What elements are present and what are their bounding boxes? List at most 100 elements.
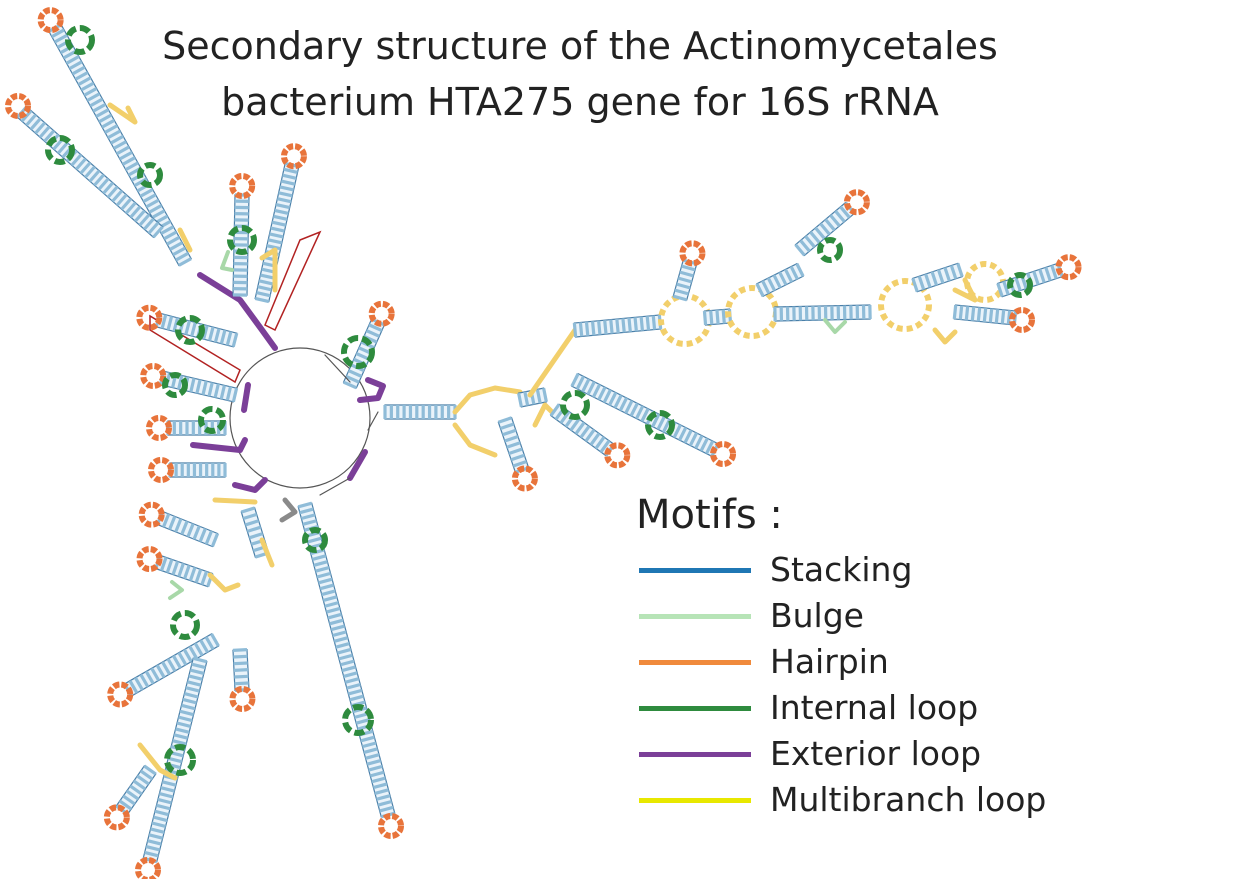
right-chain-stem-6-pair bbox=[982, 307, 988, 323]
arm-lower-left-5-stem-pair bbox=[183, 692, 199, 699]
arm-lower-left-5-stem-pair bbox=[178, 715, 193, 723]
arm-right-down-1-stem-pair bbox=[510, 453, 525, 462]
internal-loop bbox=[45, 135, 75, 165]
multibranch-loop bbox=[725, 285, 779, 339]
arm-right-down-3-stem-pair bbox=[591, 383, 602, 398]
arm-top-mid-hairpin bbox=[368, 300, 395, 327]
legend-label-bulge: Bulge bbox=[770, 596, 864, 635]
arm-bottom-long-stem-pair bbox=[344, 677, 360, 684]
arm-left-2-stem-pair bbox=[231, 387, 239, 403]
arm-lower-left-5-stem-pair bbox=[147, 839, 162, 846]
arm-upper-left-2-stem-pair bbox=[115, 193, 128, 207]
legend-swatch-hairpin bbox=[639, 660, 751, 665]
exterior-loop-segment bbox=[241, 382, 251, 413]
arm-upper-left-1-stem-pair bbox=[169, 241, 184, 251]
arm-upper-left-1-stem-pair bbox=[163, 230, 178, 241]
arm-upper-left-1-stem-pair bbox=[178, 257, 192, 267]
arm-lower-left-2-hairpin bbox=[136, 546, 163, 573]
arm-upper-left-2-stem-pair bbox=[124, 201, 137, 215]
arm-lower-left-6-hairpin bbox=[103, 804, 130, 831]
arm-upper-mid-1-stem-pair bbox=[276, 197, 292, 204]
arm-lower-left-4-stem-pair bbox=[232, 648, 248, 652]
arm-upper-mid-1-stem-pair bbox=[257, 285, 272, 292]
arm-right-up-2-stem-pair bbox=[819, 222, 831, 236]
arm-right-end-2-hairpin bbox=[1055, 254, 1082, 281]
arm-lower-left-1-stem-pair bbox=[210, 532, 220, 548]
multibranch-segment bbox=[207, 572, 241, 593]
arm-right-up-2-stem-pair bbox=[839, 205, 851, 219]
arm-bottom-long-stem-pair bbox=[349, 694, 364, 702]
right-chain-stem-1-pair bbox=[603, 320, 608, 335]
arm-lower-left-5-stem-pair bbox=[181, 703, 196, 711]
arm-bottom-long-stem-pair bbox=[329, 618, 344, 626]
right-chain-stem-3-pair bbox=[755, 283, 765, 297]
arm-top-mid-stem-pair bbox=[342, 380, 358, 390]
arm-left-1-hairpin bbox=[136, 304, 163, 331]
arm-bottom-long-stem-pair bbox=[318, 577, 333, 585]
arm-upper-left-2-stem-pair bbox=[106, 185, 119, 199]
arm-upper-left-2-stem-pair bbox=[79, 161, 92, 175]
arm-lower-left-5-stem-pair bbox=[145, 844, 161, 852]
arm-upper-mid-1-stem-pair bbox=[279, 185, 294, 192]
arm-lower-left-3-stem-pair bbox=[128, 680, 139, 694]
arm-bottom-long-stem-pair bbox=[315, 565, 330, 573]
arm-bottom-long-stem-pair bbox=[374, 788, 389, 795]
exterior-loop-segment bbox=[197, 272, 278, 351]
arm-bottom-long-stem-pair bbox=[324, 601, 339, 608]
arm-lower-left-5-stem-pair bbox=[185, 686, 200, 693]
arm-bottom-long-stem-pair bbox=[319, 583, 335, 591]
arm-lower-left-5-stem-pair bbox=[176, 721, 192, 728]
arm-upper-left-1-stem-pair bbox=[142, 193, 157, 203]
arm-right-up-2-stem-pair bbox=[834, 210, 846, 223]
right-domain-stem-1 bbox=[384, 404, 456, 420]
arm-right-end-2-stem-pair bbox=[996, 282, 1004, 298]
internal-loop bbox=[198, 406, 226, 434]
arm-right-up-2-stem-pair bbox=[814, 226, 826, 240]
right-chain-stem-1-pair bbox=[584, 321, 590, 336]
arm-upper-left-1-stem-pair bbox=[80, 81, 95, 92]
arm-upper-mid-1-stem-pair bbox=[274, 208, 289, 216]
arm-left-2-stem-pair bbox=[225, 386, 233, 401]
arm-lower-left-3-stem-pair bbox=[155, 664, 166, 679]
right-chain-stem-3-pair bbox=[778, 271, 788, 286]
multibranch-segment bbox=[259, 247, 278, 293]
central-multiloop bbox=[229, 347, 371, 489]
arm-upper-mid-1-stem-pair bbox=[267, 238, 283, 245]
arm-right-end-2-stem-pair bbox=[1038, 268, 1046, 284]
arm-lower-left-3-stem-pair bbox=[150, 667, 161, 682]
right-chain-stem-1-pair bbox=[621, 318, 626, 333]
arm-bottom-long-stem-pair bbox=[355, 718, 371, 725]
arm-bottom-long-stem-pair bbox=[341, 665, 357, 673]
arm-upper-left-2-hairpin bbox=[5, 93, 31, 119]
arm-bottom-long-stem-pair bbox=[354, 712, 369, 719]
arm-lower-left-5-stem-pair bbox=[191, 662, 206, 670]
arm-upper-left-1-stem-pair bbox=[172, 246, 186, 257]
arm-lower-left-1-stem-pair bbox=[162, 513, 171, 528]
arm-right-down-3-stem-pair bbox=[629, 402, 639, 417]
arm-upper-left-2-stem-pair bbox=[20, 109, 33, 123]
right-chain-stem-3-pair bbox=[784, 268, 794, 283]
right-chain-stem-3-pair bbox=[766, 277, 776, 292]
arm-right-up-1-hairpin bbox=[679, 240, 706, 267]
internal-loop bbox=[65, 25, 95, 55]
structure-layer bbox=[5, 7, 1082, 879]
arm-right-down-2-stem-pair bbox=[589, 432, 601, 446]
arm-upper-left-2-stem-pair bbox=[88, 169, 101, 183]
legend-item-bulge: Bulge bbox=[636, 596, 1106, 646]
arm-left-3-hairpin bbox=[146, 415, 172, 441]
arm-bottom-long-stem-pair bbox=[321, 589, 336, 597]
arm-upper-left-1-stem-pair bbox=[121, 156, 136, 166]
arm-upper-left-1-stem-pair bbox=[71, 65, 86, 76]
arm-lower-left-3-hairpin bbox=[107, 681, 134, 708]
arm-right-down-1-stem-pair bbox=[497, 416, 513, 424]
arm-lower-left-5-stem-pair bbox=[151, 821, 167, 828]
arm-right-down-3-stem-pair bbox=[635, 405, 645, 420]
arm-right-down-3-stem-pair bbox=[575, 375, 585, 390]
arm-lower-left-2-stem-pair bbox=[183, 564, 191, 580]
arm-bottom-long-stem-pair bbox=[316, 571, 331, 579]
arm-lower-left-5-stem-pair bbox=[158, 792, 174, 799]
multibranch-segment bbox=[137, 742, 178, 781]
arm-left-2-stem-pair bbox=[219, 384, 226, 400]
arm-left-1-stem-pair bbox=[225, 331, 233, 346]
right-chain-stem-1-pair bbox=[609, 319, 614, 334]
